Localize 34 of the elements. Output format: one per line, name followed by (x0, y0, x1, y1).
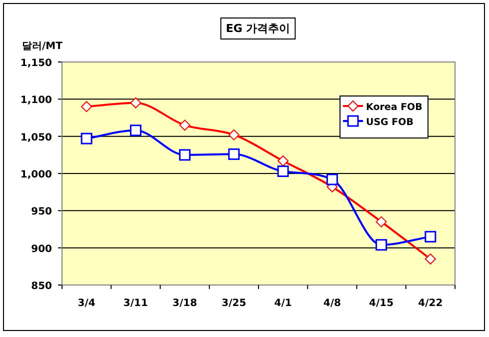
point (130, 124, 142, 136)
point (277, 166, 289, 178)
x-tick-label: 4/8 (323, 298, 342, 309)
legend-label: USG FOB (366, 117, 414, 128)
point (81, 101, 92, 112)
x-tick-label: 3/25 (222, 298, 246, 309)
point (179, 120, 190, 131)
point (179, 149, 191, 161)
y-tick-label: 1,000 (20, 170, 52, 180)
x-tick-label: 3/11 (123, 298, 148, 309)
point (424, 253, 436, 264)
x-tick-label: 4/22 (418, 298, 443, 309)
x-tick-label: 3/18 (172, 298, 198, 309)
point (228, 148, 240, 160)
x-tick-label: 4/1 (274, 298, 292, 309)
y-tick-label: 1,100 (20, 95, 52, 106)
point (376, 216, 387, 228)
point (424, 230, 436, 242)
point (80, 132, 92, 144)
y-tick-label: 900 (31, 244, 52, 255)
point (376, 239, 388, 251)
y-tick-label: 950 (31, 206, 52, 218)
point (326, 174, 338, 186)
point (278, 155, 289, 166)
legend-label: Korea FOB (366, 102, 422, 113)
x-tick-label: 3/4 (78, 298, 96, 309)
point (228, 129, 240, 140)
y-tick-label: 850 (31, 281, 52, 292)
point (130, 97, 142, 108)
y-axis-title: 달러/MT (22, 41, 63, 52)
x-tick-label: 4/15 (369, 298, 394, 309)
chart-title: EG 가격추이 (226, 22, 290, 35)
y-tick-label: 1,050 (20, 132, 52, 144)
y-tick-label: 1,150 (20, 58, 52, 69)
